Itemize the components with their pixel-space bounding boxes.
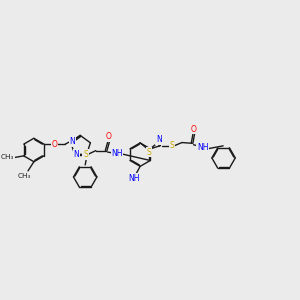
Text: NH: NH [197, 143, 208, 152]
Text: N: N [156, 135, 162, 144]
Text: S: S [169, 141, 174, 150]
Text: S: S [146, 148, 151, 157]
Text: NH: NH [128, 174, 140, 183]
Text: N: N [70, 137, 75, 146]
Text: N: N [83, 151, 89, 160]
Text: S: S [83, 150, 88, 159]
Text: CH₃: CH₃ [18, 172, 31, 178]
Text: O: O [191, 125, 197, 134]
Text: CH₃: CH₃ [1, 154, 14, 160]
Text: N: N [74, 150, 79, 159]
Text: NH: NH [111, 149, 123, 158]
Text: O: O [106, 132, 112, 141]
Text: O: O [51, 140, 57, 148]
